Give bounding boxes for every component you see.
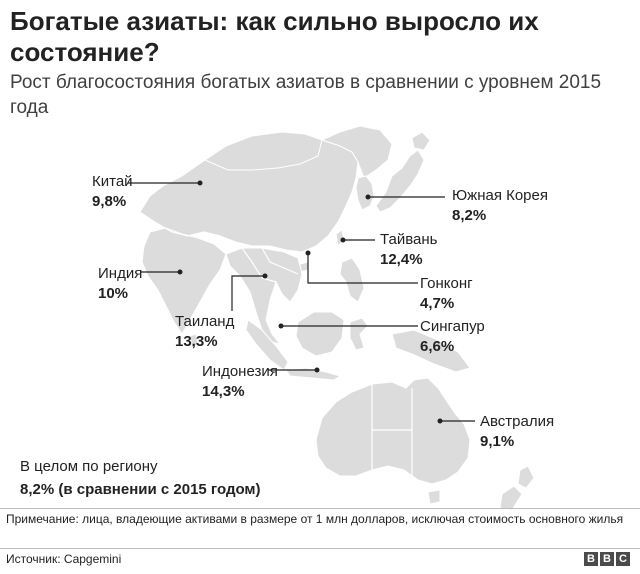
label-thailand: Таиланд 13,3% <box>175 312 234 352</box>
divider-top <box>0 508 640 509</box>
australia-landmass <box>315 377 471 485</box>
region-value: 10% <box>98 285 129 302</box>
region-value: 6,6% <box>420 338 455 355</box>
region-value: 8,2% <box>452 207 487 224</box>
footnote: Примечание: лица, владеющие активами в р… <box>6 512 624 526</box>
border-indochina <box>241 247 299 283</box>
map-title: Богатые азиаты: как сильно выросло их со… <box>10 6 539 67</box>
region-name: Австралия <box>480 413 555 430</box>
region-name: Таиланд <box>175 313 235 330</box>
logo-letter: B <box>584 552 598 566</box>
logo-letter: C <box>616 552 630 566</box>
region-summary: В целом по региону 8,2% (в сравнении с 2… <box>20 455 261 501</box>
leader-hong-kong <box>307 253 418 284</box>
border-australia <box>371 384 413 480</box>
region-name: Сингапур <box>420 318 485 335</box>
korea-landmass <box>355 175 375 211</box>
region-name: Гонконг <box>420 275 473 292</box>
summary-label: В целом по региону <box>20 458 158 475</box>
new-guinea-landmass <box>391 329 471 373</box>
region-name: Индонезия <box>202 363 278 380</box>
label-china: Китай 9,8% <box>92 172 133 212</box>
region-name: Южная Корея <box>452 187 548 204</box>
marker-indonesia <box>314 367 320 373</box>
sulawesi-landmass <box>349 317 369 351</box>
marker-thailand <box>262 273 268 279</box>
marker-singapore <box>278 323 284 329</box>
java-landmass <box>285 367 342 381</box>
new-zealand-south-landmass <box>499 485 523 511</box>
region-value: 4,7% <box>420 295 455 312</box>
region-name: Тайвань <box>380 231 438 248</box>
region-value: 9,8% <box>92 193 127 210</box>
marker-australia <box>437 418 443 424</box>
region-name: Индия <box>98 265 143 282</box>
region-value: 13,3% <box>175 333 218 350</box>
label-singapore: Сингапур 6,6% <box>420 317 485 357</box>
label-indonesia: Индонезия 14,3% <box>202 362 278 402</box>
summary-value: 8,2% (в сравнении с 2015 годом) <box>20 481 261 498</box>
india-landmass <box>141 227 227 335</box>
marker-china <box>197 180 203 186</box>
new-zealand-north-landmass <box>517 465 535 489</box>
label-south-korea: Южная Корея 8,2% <box>452 186 548 226</box>
region-value: 9,1% <box>480 433 515 450</box>
marker-hong-kong <box>305 250 311 256</box>
source-credit: Источник: Capgemini <box>6 552 122 566</box>
bbc-logo: B B C <box>584 552 630 566</box>
indochina-landmass <box>225 247 303 345</box>
region-value: 12,4% <box>380 251 423 268</box>
logo-letter: B <box>600 552 614 566</box>
mongolia-landmass <box>203 131 323 171</box>
map-subtitle: Рост благосостояния богатых азиатов в ср… <box>10 72 602 118</box>
leader-thailand <box>231 275 265 311</box>
borneo-landmass <box>295 311 345 357</box>
marker-india <box>177 269 183 275</box>
divider-bottom <box>0 548 640 549</box>
region-value: 14,3% <box>202 383 245 400</box>
sri-lanka-landmass <box>189 333 199 349</box>
region-name: Китай <box>92 173 133 190</box>
label-taiwan: Тайвань 12,4% <box>380 230 437 270</box>
label-hong-kong: Гонконг 4,7% <box>420 274 473 314</box>
tasmania-landmass <box>427 489 441 505</box>
label-australia: Австралия 9,1% <box>480 412 554 452</box>
marker-south-korea <box>365 194 371 200</box>
philippines-landmass <box>339 257 365 303</box>
marker-taiwan <box>340 237 346 243</box>
hokkaido-landmass <box>411 131 431 151</box>
label-india: Индия 10% <box>98 264 142 304</box>
russia-east-landmass <box>320 125 393 179</box>
border-china-india <box>157 223 227 255</box>
